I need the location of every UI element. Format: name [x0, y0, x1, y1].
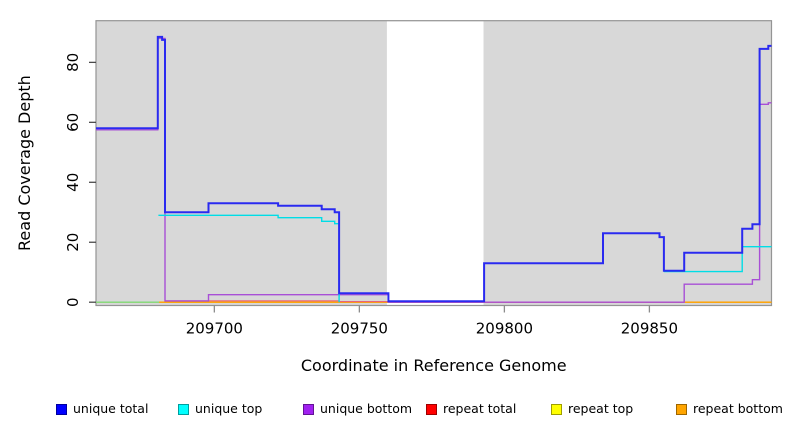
series-unique-top	[663, 246, 772, 273]
x-tick-label: 209700	[186, 320, 243, 338]
y-tick-label: 0	[64, 297, 82, 307]
legend-item-repeat-top: repeat top	[551, 402, 633, 416]
plot-border	[95, 20, 773, 307]
legend-label: repeat top	[568, 401, 634, 416]
y-tick-label: 80	[64, 53, 82, 72]
legend-swatch-repeat-bottom	[676, 403, 687, 415]
y-tick-label: 60	[64, 113, 82, 132]
legend-swatch-repeat-top	[551, 403, 562, 415]
y-tick-label: 20	[64, 233, 82, 252]
legend-item-unique-total: unique total	[56, 402, 148, 416]
legend-item-unique-bottom: unique bottom	[303, 402, 412, 416]
x-axis-title: Coordinate in Reference Genome	[301, 356, 567, 375]
gap-band	[386, 21, 484, 305]
legend-item-repeat-bottom: repeat bottom	[676, 402, 783, 416]
legend-swatch-unique-bottom	[303, 403, 314, 415]
legend-swatch-repeat-total	[426, 403, 437, 415]
x-tick-label: 209850	[621, 320, 678, 338]
legend-label: unique bottom	[320, 401, 413, 416]
legend-label: unique total	[73, 401, 149, 416]
plot-area: 209700 209750 209800 209850 0 20 40 60 80 Coordin…	[15, 20, 773, 375]
series-unique-top	[158, 214, 340, 303]
x-tick-label: 209800	[476, 320, 533, 338]
y-tick-label: 40	[64, 173, 82, 192]
legend-label: repeat total	[443, 401, 517, 416]
legend-swatch-unique-top	[178, 403, 189, 415]
legend: unique total unique top unique bottom repea…	[0, 398, 792, 428]
legend-label: unique top	[195, 401, 263, 416]
series-unique-bottom	[96, 37, 772, 303]
legend-item-unique-top: unique top	[178, 402, 262, 416]
legend-label: repeat bottom	[693, 401, 783, 416]
legend-swatch-unique-total	[56, 403, 67, 415]
legend-item-repeat-total: repeat total	[426, 402, 516, 416]
series-unique-total	[96, 35, 772, 303]
y-axis-title: Read Coverage Depth	[15, 75, 34, 251]
x-tick-label: 209750	[331, 320, 388, 338]
